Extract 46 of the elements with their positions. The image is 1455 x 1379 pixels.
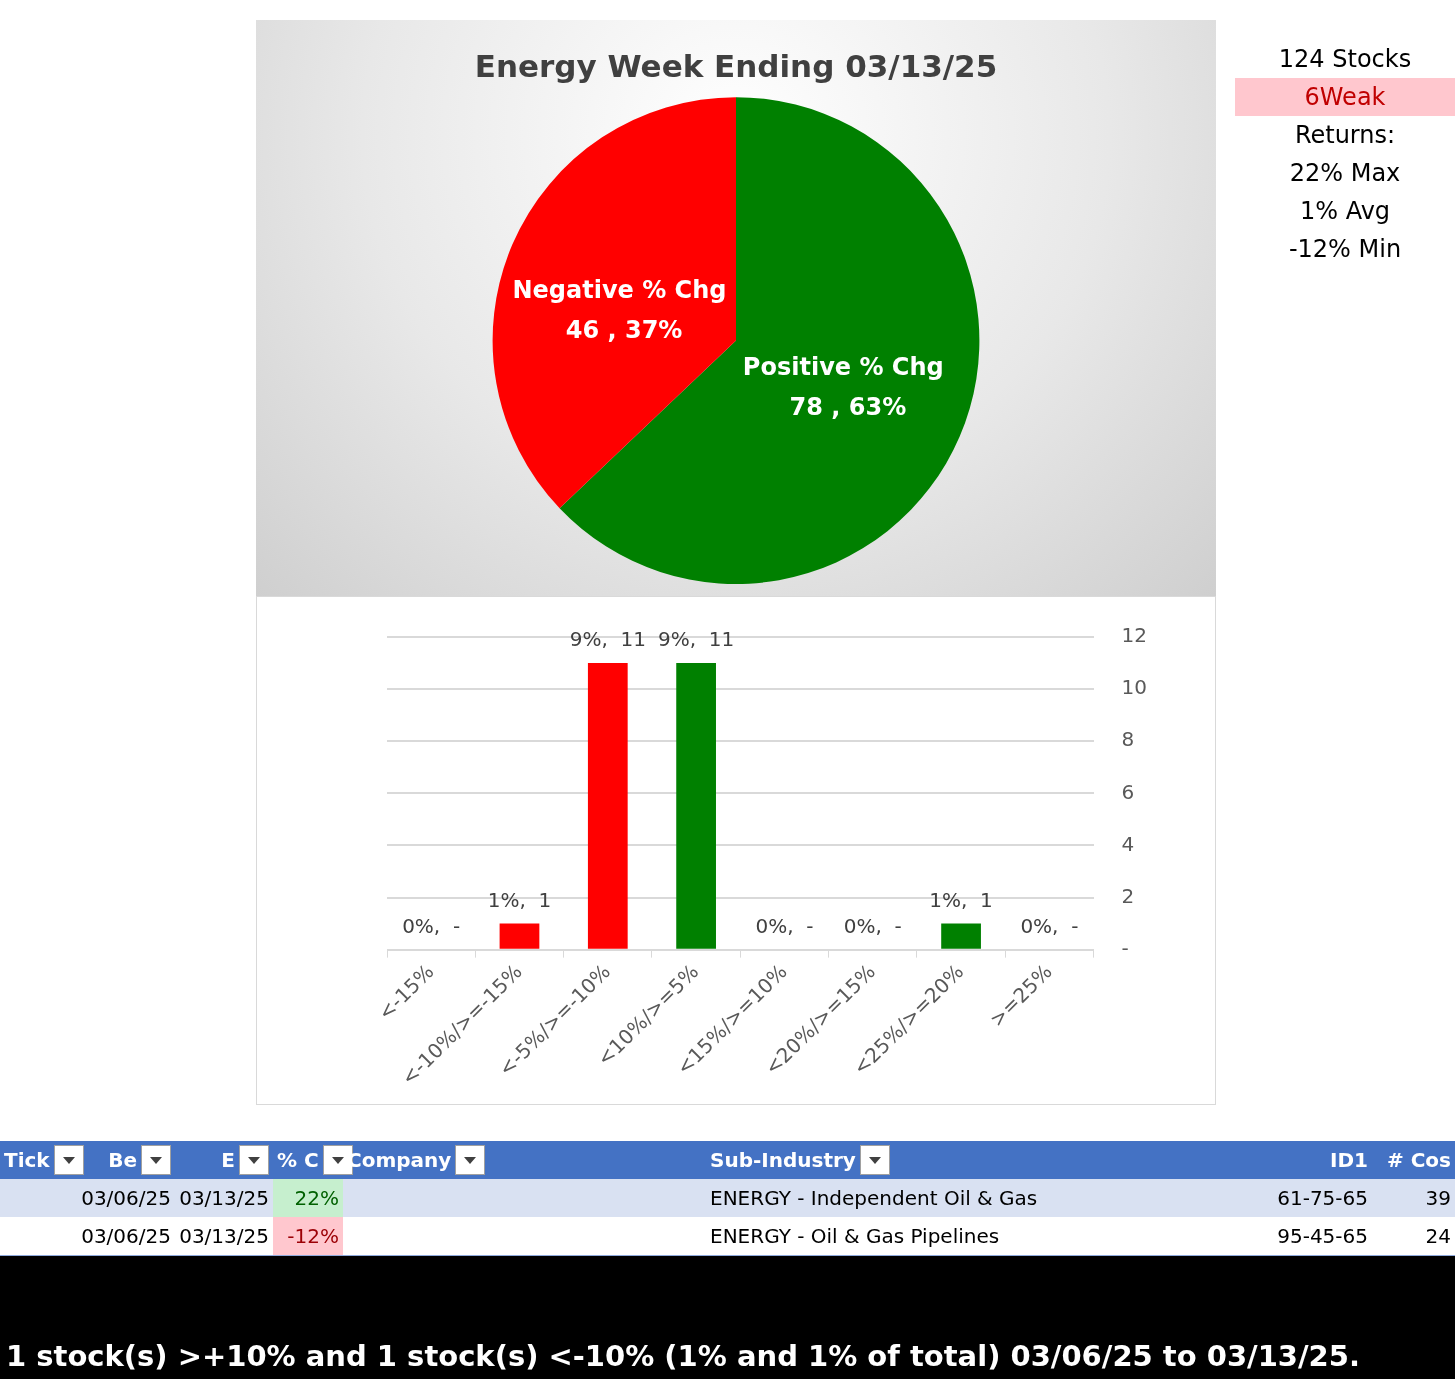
text: 39 [1425, 1186, 1451, 1210]
category-label: E [221, 1147, 235, 1174]
text: 22% Max [1288, 158, 1402, 189]
y-tick-label: 6 [1121, 779, 1135, 804]
slice-label: Positive % Chg [742, 352, 944, 381]
category-label: Be [108, 1147, 137, 1174]
data-label: 0%, - [402, 913, 461, 938]
y-tick-label: 8 [1121, 727, 1135, 752]
data-label: 78 , 63% [789, 392, 907, 421]
text: 03/13/25 [179, 1186, 269, 1210]
text: 61-75-65 [1277, 1186, 1368, 1210]
text: ENERGY - Independent Oil & Gas [710, 1186, 1038, 1210]
data-label: 0%, - [843, 913, 902, 938]
slice-label: Negative % Chg [512, 275, 727, 304]
data-label: 1%, 1 [487, 887, 552, 912]
text: Returns: [1293, 120, 1397, 151]
text: 24 [1425, 1224, 1451, 1248]
text: 95-45-65 [1277, 1224, 1368, 1248]
text: 1 stock(s) >+10% and 1 stock(s) <-10% (1% and 1% of total) 03/06/25 to 03/13/25. [6, 1339, 1360, 1373]
text: 03/06/25 [81, 1224, 171, 1248]
y-tick-label: 12 [1121, 623, 1147, 648]
text: 1% Avg [1298, 196, 1392, 227]
data-label: 9%, 11 [569, 627, 646, 652]
y-tick-label: - [1121, 935, 1129, 960]
category-label: % C [277, 1147, 319, 1174]
data-label: 46 , 37% [565, 315, 683, 344]
category-label: # Cos [1386, 1147, 1451, 1174]
y-tick-label: 2 [1121, 883, 1135, 908]
text: 124 Stocks [1277, 44, 1413, 75]
text: ENERGY - Oil & Gas Pipelines [710, 1224, 1000, 1248]
data-label: 1%, 1 [929, 887, 993, 912]
chart-title: Energy Week Ending 03/13/25 [474, 47, 998, 84]
data-label: 0%, - [1020, 913, 1079, 938]
category-label: ID1 [1330, 1147, 1368, 1174]
text: 6Weak [1235, 78, 1455, 116]
text: -12% [287, 1224, 339, 1248]
category-label: Tick [4, 1147, 50, 1174]
text: 22% [294, 1186, 339, 1210]
y-tick-label: 10 [1121, 675, 1147, 700]
data-label: 0%, - [755, 913, 814, 938]
text: 03/13/25 [179, 1224, 269, 1248]
text: -12% Min [1287, 234, 1403, 265]
category-label: Sub-Industry [710, 1147, 856, 1174]
text: 03/06/25 [81, 1186, 171, 1210]
data-label: 9%, 11 [657, 627, 735, 652]
y-tick-label: 4 [1121, 831, 1135, 856]
